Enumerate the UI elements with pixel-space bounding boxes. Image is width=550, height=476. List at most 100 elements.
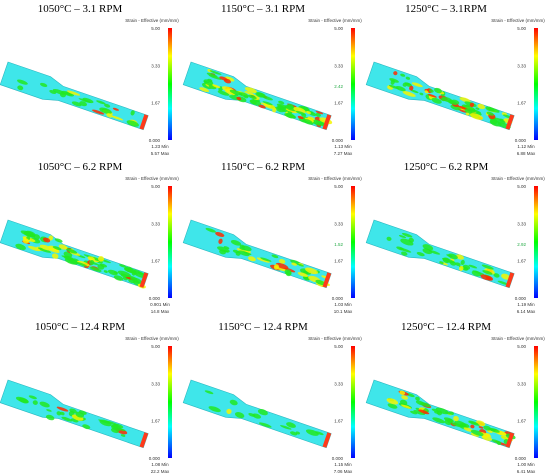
strain-patch — [217, 90, 230, 96]
strain-patch — [462, 266, 469, 271]
strain-patch — [451, 422, 463, 428]
colorbar-tick-label: 0.000 — [332, 296, 344, 301]
colorbar — [534, 346, 538, 458]
strain-patch — [229, 399, 238, 406]
strain-patch — [239, 247, 246, 251]
strain-patch — [404, 82, 411, 86]
colorbar-tick-label: 0.000 — [149, 138, 161, 143]
billet-end — [139, 272, 149, 288]
strain-patch — [130, 277, 142, 284]
strain-patch — [386, 398, 399, 405]
strain-patch — [22, 238, 30, 244]
strain-patch — [455, 262, 461, 267]
colorbar — [168, 346, 172, 458]
strain-patch — [284, 269, 292, 276]
strain-patch — [483, 425, 492, 431]
strain-patch — [439, 261, 444, 264]
legend-title: Strain - Effective (mm/mm) — [491, 176, 545, 181]
strain-patch — [39, 401, 50, 408]
strain-patch — [66, 90, 81, 96]
legend-title: Strain - Effective (mm/mm) — [491, 18, 545, 23]
colorbar-tick-label: 1.67 — [517, 419, 526, 424]
colorbar-tick-label: 1.67 — [151, 259, 160, 264]
strain-patch — [28, 245, 41, 252]
strain-patch — [286, 103, 294, 110]
min-value: 1.03 Min — [334, 302, 352, 307]
strain-patch — [297, 263, 304, 267]
max-value: 7.27 Max — [334, 151, 353, 156]
strain-patch — [232, 249, 239, 254]
strain-patch — [276, 103, 288, 109]
strain-patch — [97, 264, 105, 270]
strain-patch — [427, 93, 437, 98]
billet — [0, 61, 149, 131]
strain-patch — [400, 404, 412, 409]
strain-patch — [263, 103, 276, 109]
strain-patch — [297, 272, 309, 278]
strain-patch — [463, 105, 476, 113]
strain-patch — [455, 254, 464, 260]
strain-patch — [400, 238, 414, 246]
strain-patch — [297, 115, 304, 120]
colorbar — [168, 28, 172, 140]
min-value: 1.13 Min — [334, 144, 352, 149]
strain-patch — [314, 122, 322, 126]
strain-patch — [199, 87, 210, 93]
strain-patch — [218, 238, 223, 244]
strain-patch — [402, 90, 416, 97]
strain-patch — [447, 99, 458, 105]
strain-patch — [51, 253, 59, 259]
billet — [182, 219, 332, 289]
strain-patch — [489, 427, 500, 433]
min-value: 1.23 Min — [151, 144, 169, 149]
strain-patch — [448, 253, 458, 260]
strain-patch — [409, 85, 414, 91]
strain-patch — [481, 435, 488, 439]
strain-patch — [486, 276, 494, 281]
strain-patch — [250, 99, 262, 106]
strain-patch — [244, 91, 255, 96]
strain-patch — [75, 261, 88, 267]
colorbar-marker: 2.92 — [517, 242, 526, 247]
billet-body — [182, 219, 332, 289]
strain-patch — [28, 395, 37, 400]
strain-patch — [401, 232, 413, 238]
colorbar-tick-label: 3.33 — [334, 63, 343, 68]
panel-title: 1250°C – 6.2 RPM — [404, 161, 489, 173]
colorbar-tick-label: 1.67 — [334, 101, 343, 106]
strain-patch — [206, 72, 218, 78]
colorbar-tick-label: 5.00 — [334, 344, 343, 349]
max-value: 6.14 Max — [517, 309, 536, 314]
strain-patch — [405, 76, 411, 80]
strain-patch — [261, 95, 273, 101]
strain-patch — [59, 91, 67, 98]
strain-patch — [271, 254, 279, 259]
strain-patch — [244, 87, 258, 94]
billet — [365, 219, 515, 289]
panel-title: 1050°C – 6.2 RPM — [38, 161, 123, 173]
strain-patch — [469, 113, 483, 120]
colorbar-tick-label: 5.00 — [151, 26, 160, 31]
strain-patch — [110, 424, 122, 431]
strain-patch — [478, 426, 484, 429]
strain-patch — [212, 84, 221, 88]
colorbar-tick-label: 3.33 — [517, 63, 526, 68]
strain-patch — [256, 257, 270, 263]
strain-patch — [290, 431, 298, 436]
strain-patch — [287, 111, 293, 114]
strain-patch — [400, 73, 406, 77]
colorbar — [534, 28, 538, 140]
min-value: 0.901 Min — [150, 302, 170, 307]
strain-patch — [17, 85, 24, 91]
strain-patch — [18, 397, 29, 404]
strain-patch — [248, 413, 256, 417]
strain-patch — [395, 85, 406, 92]
strain-patch — [410, 410, 418, 415]
strain-patch — [481, 264, 494, 270]
colorbar-tick-label: 0.000 — [149, 296, 161, 301]
strain-patch — [32, 400, 38, 405]
strain-patch — [77, 260, 90, 267]
